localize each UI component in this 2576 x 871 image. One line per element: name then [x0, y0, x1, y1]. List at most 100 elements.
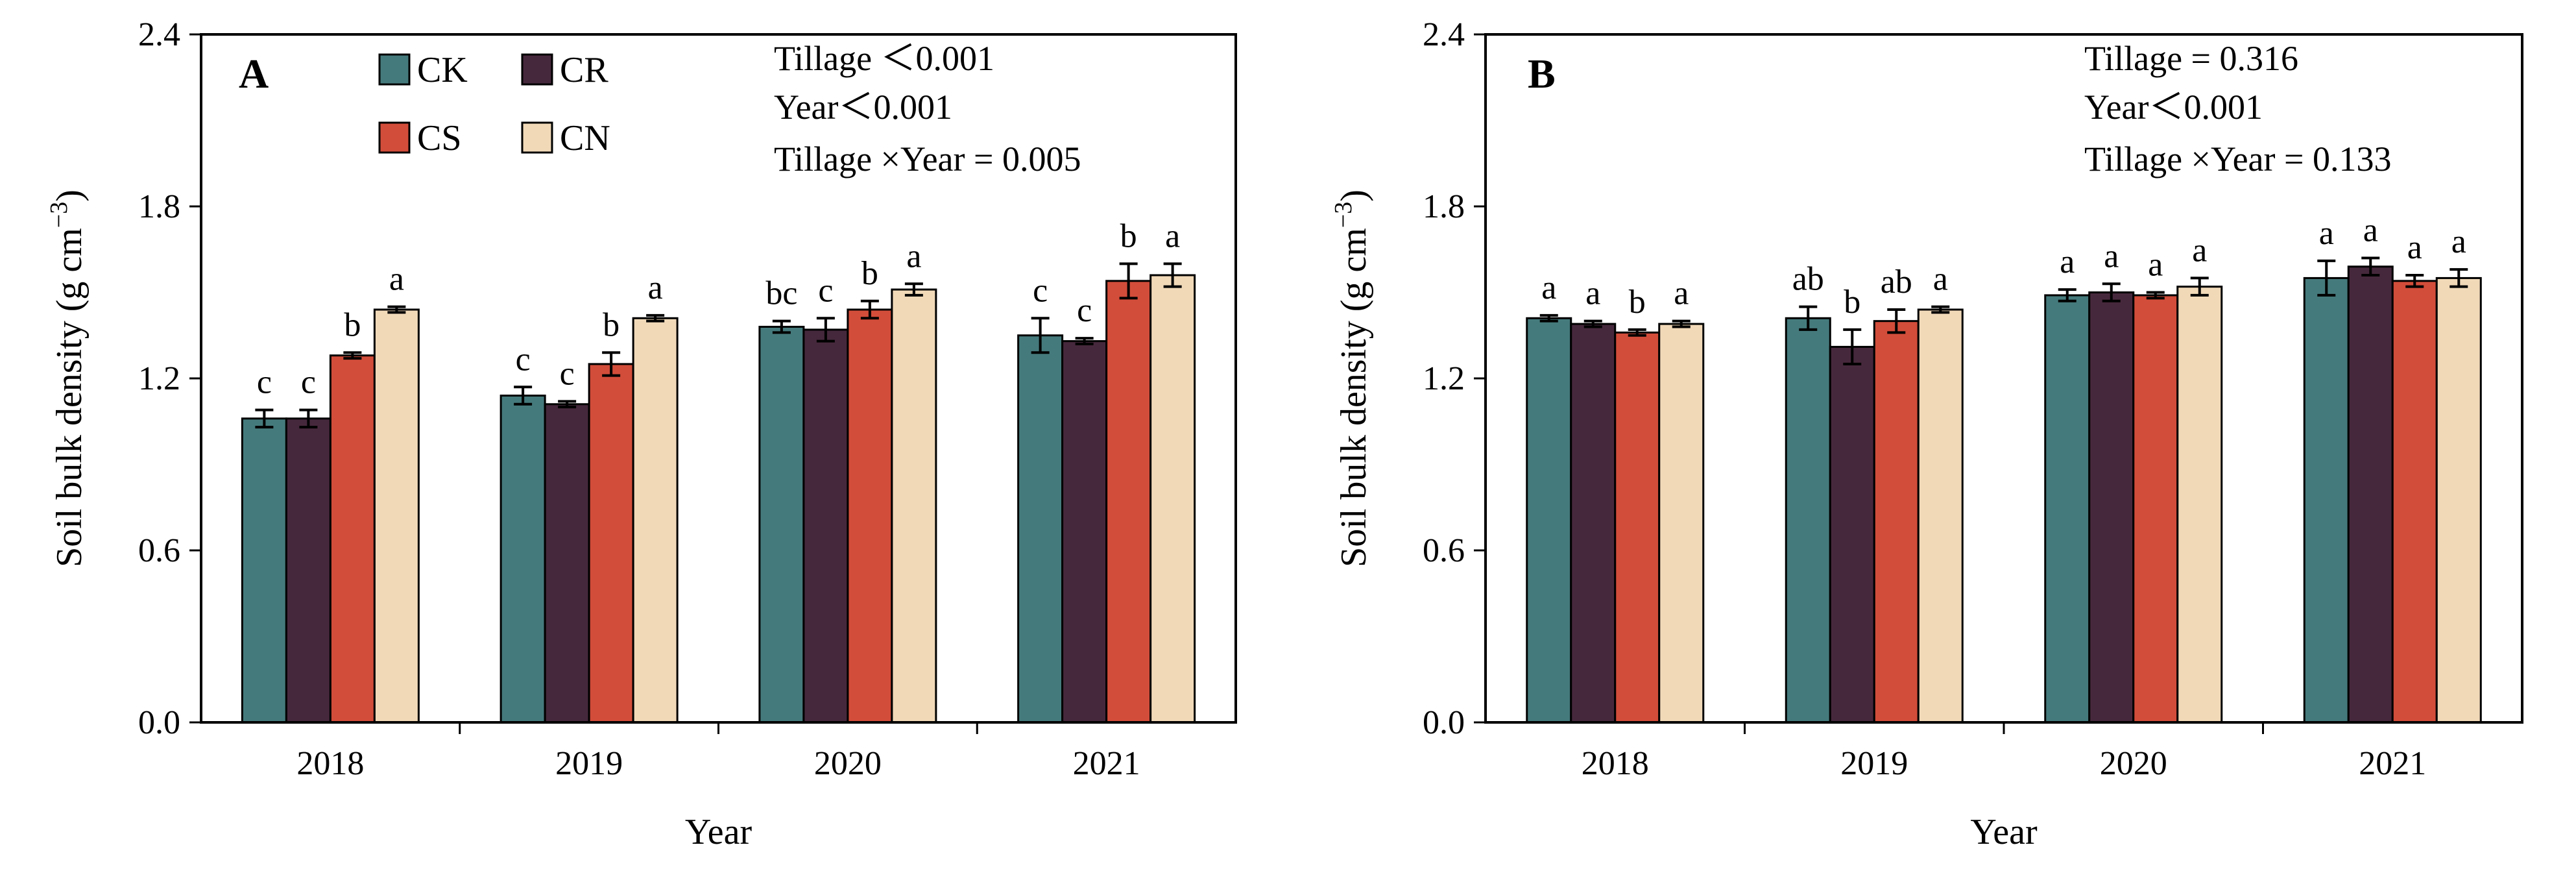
stats-annotation-line: Tillage ＜0.001: [774, 39, 994, 78]
stats-annotation-line: Tillage = 0.316: [2084, 39, 2298, 78]
significance-letter: a: [1933, 261, 1948, 298]
bar-cs: [1873, 320, 1920, 724]
significance-letter: a: [389, 261, 404, 298]
bar-cs: [2132, 294, 2179, 724]
significance-letter: c: [1033, 272, 1048, 309]
bar-cn: [373, 308, 420, 724]
stats-annotation-line: Year＜0.001: [2084, 88, 2263, 127]
significance-letter: b: [861, 255, 878, 292]
bar-cn: [1917, 308, 1964, 724]
bar-cn: [2435, 276, 2482, 724]
bar-cr: [2347, 265, 2394, 724]
bar-ck: [241, 417, 287, 724]
significance-letter: c: [1077, 292, 1092, 329]
significance-letter: b: [1120, 217, 1137, 254]
bar-ck: [1785, 317, 1831, 724]
significance-letter: a: [2104, 238, 2119, 275]
bar-cr: [285, 417, 331, 724]
bar-cr: [1570, 323, 1617, 724]
stats-annotation-line: Year＜0.001: [774, 88, 952, 127]
bar-cr: [1061, 340, 1108, 724]
bar-cs: [847, 308, 893, 724]
y-tick-label: 0.0: [1423, 704, 1465, 741]
y-tick-label: 1.8: [138, 188, 180, 225]
y-tick-label: 1.2: [138, 360, 180, 397]
significance-letter: b: [1844, 284, 1860, 321]
legend-label-ck: CK: [417, 50, 468, 90]
significance-letter: a: [2407, 229, 2422, 266]
y-tick-label: 1.2: [1423, 360, 1465, 397]
bar-ck: [2303, 276, 2350, 724]
bar-cs: [329, 354, 376, 724]
x-axis-title: Year: [685, 812, 752, 852]
significance-letter: b: [344, 306, 361, 343]
bar-ck: [758, 326, 805, 724]
bar-cr: [2088, 291, 2135, 724]
legend-swatch-ck: [378, 53, 411, 86]
significance-letter: c: [516, 341, 531, 378]
legend-label-cr: CR: [560, 50, 608, 90]
y-tick-label: 1.8: [1423, 188, 1465, 225]
legend-swatch-cs: [378, 121, 411, 154]
panel-letter: A: [239, 51, 269, 97]
legend-swatch-cn: [521, 121, 553, 154]
significance-letter: a: [648, 269, 663, 306]
significance-letter: a: [2451, 223, 2466, 260]
stats-annotation-line: Tillage ×Year = 0.133: [2084, 140, 2391, 178]
significance-letter: c: [818, 272, 833, 309]
bar-cr: [802, 328, 849, 724]
significance-letter: a: [2148, 247, 2163, 284]
significance-letter: a: [2363, 212, 2378, 249]
significance-letter: a: [1585, 275, 1600, 312]
significance-letter: bc: [765, 275, 797, 312]
significance-letter: a: [906, 238, 921, 275]
significance-letter: a: [1674, 275, 1689, 312]
x-tick-label: 2018: [1582, 745, 1649, 782]
bar-cn: [1658, 323, 1705, 724]
significance-letter: ab: [1881, 264, 1912, 301]
bar-cr: [544, 403, 590, 724]
bar-ck: [1017, 334, 1064, 724]
panel-letter: B: [1528, 51, 1556, 97]
significance-letter: c: [257, 364, 272, 401]
bar-cs: [2391, 280, 2438, 724]
bar-cs: [1614, 331, 1661, 724]
significance-letter: ab: [1792, 261, 1824, 298]
significance-letter: a: [2192, 232, 2207, 269]
y-axis-title: Soil bulk density (g cm−3): [45, 190, 90, 567]
bar-cn: [2176, 286, 2223, 724]
y-axis-title: Soil bulk density (g cm−3): [1330, 190, 1374, 567]
bar-cn: [891, 288, 937, 724]
bar-ck: [500, 395, 546, 724]
significance-letter: a: [2319, 215, 2334, 252]
y-tick-label: 2.4: [138, 16, 180, 53]
significance-letter: a: [1541, 269, 1556, 306]
bar-ck: [1526, 317, 1572, 724]
legend-label-cn: CN: [560, 118, 610, 158]
y-tick-label: 0.6: [138, 532, 180, 569]
x-tick-label: 2019: [555, 745, 623, 782]
x-tick-label: 2019: [1840, 745, 1908, 782]
legend-label-cs: CS: [417, 118, 462, 158]
stats-annotation-line: Tillage ×Year = 0.005: [774, 140, 1081, 178]
bar-ck: [2044, 294, 2091, 724]
x-tick-label: 2021: [2359, 745, 2426, 782]
bar-cs: [588, 363, 634, 724]
x-axis-title: Year: [1970, 812, 2038, 852]
bar-cs: [1105, 280, 1152, 724]
significance-letter: a: [2060, 243, 2075, 280]
x-tick-label: 2020: [814, 745, 882, 782]
significance-letter: c: [301, 364, 316, 401]
plot-frame: [1484, 33, 2523, 724]
bar-cr: [1829, 345, 1875, 724]
y-tick-label: 0.0: [138, 704, 180, 741]
y-tick-label: 2.4: [1423, 16, 1465, 53]
significance-letter: b: [1629, 284, 1646, 321]
bar-cn: [1150, 274, 1196, 724]
plot-frame: [200, 33, 1237, 724]
significance-letter: b: [603, 306, 620, 343]
significance-letter: a: [1165, 217, 1180, 254]
significance-letter: c: [560, 355, 575, 392]
